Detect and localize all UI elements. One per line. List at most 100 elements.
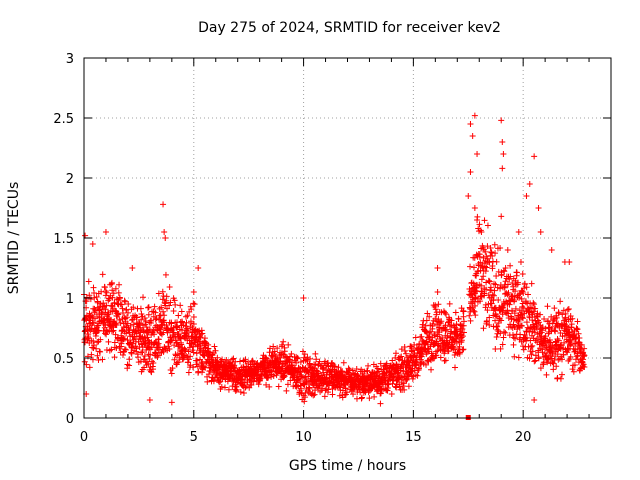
data-point [423, 361, 430, 368]
data-point [101, 284, 108, 291]
data-point [310, 392, 317, 399]
data-point [159, 296, 166, 303]
data-point [516, 291, 523, 298]
data-point [471, 308, 478, 315]
data-point [551, 327, 558, 334]
data-point [125, 309, 132, 316]
data-point [475, 262, 482, 269]
y-tick-label: 1 [66, 292, 74, 307]
data-point [581, 352, 588, 359]
data-point [366, 395, 373, 402]
data-point [285, 356, 292, 363]
data-point [544, 359, 551, 366]
y-tick-label: 1.5 [53, 232, 74, 247]
data-point [270, 373, 277, 380]
data-point [378, 375, 385, 382]
data-point [477, 259, 484, 266]
data-point [460, 307, 467, 314]
data-point [521, 331, 528, 338]
data-point [511, 297, 518, 304]
data-point [182, 347, 189, 354]
data-point [331, 363, 338, 370]
data-point [555, 337, 562, 344]
data-point [560, 351, 567, 358]
data-point [216, 379, 223, 386]
data-point [92, 332, 99, 339]
data-point [478, 282, 485, 289]
data-point [570, 368, 577, 375]
data-point [537, 229, 544, 235]
data-point [89, 241, 96, 247]
data-point [168, 370, 175, 377]
data-point [514, 326, 521, 333]
data-point [573, 334, 580, 341]
data-point [497, 330, 504, 337]
data-point [441, 357, 448, 364]
data-point [300, 295, 307, 301]
data-point [313, 367, 320, 374]
data-point [263, 381, 270, 388]
data-point [281, 373, 288, 380]
data-point [498, 271, 505, 278]
data-point [102, 306, 109, 313]
x-tick-label: 10 [295, 430, 312, 445]
data-point [301, 398, 308, 405]
data-point [489, 253, 496, 260]
data-point [196, 338, 203, 345]
data-point [437, 354, 444, 361]
data-point [499, 139, 506, 145]
data-point [471, 205, 478, 211]
data-point [160, 308, 167, 315]
data-point [580, 361, 587, 368]
data-point [500, 334, 507, 341]
data-point [542, 325, 549, 332]
data-point [184, 312, 191, 319]
data-point [108, 346, 115, 353]
data-point [481, 290, 488, 297]
data-point [116, 294, 123, 301]
data-point [580, 353, 587, 360]
data-point [329, 373, 336, 380]
data-point [505, 289, 512, 296]
data-point [427, 343, 434, 350]
data-point [185, 348, 192, 355]
data-point [230, 355, 237, 362]
data-point [151, 303, 158, 310]
data-point [90, 319, 97, 326]
data-point [492, 317, 499, 324]
data-point [145, 311, 152, 318]
data-point [197, 334, 204, 341]
data-point [197, 341, 204, 348]
y-tick-label: 3 [66, 52, 74, 67]
data-point [492, 250, 499, 257]
data-point [329, 391, 336, 398]
data-point [194, 363, 201, 370]
data-point [135, 354, 142, 361]
data-point [536, 319, 543, 326]
data-point [482, 301, 489, 308]
data-point [448, 317, 455, 324]
data-point [185, 369, 192, 376]
data-point [174, 323, 181, 330]
data-point [257, 375, 264, 382]
y-tick-label: 0 [66, 412, 74, 427]
data-point [529, 342, 536, 349]
data-point [190, 364, 197, 371]
data-point [460, 318, 467, 325]
data-point [501, 268, 508, 275]
data-point [555, 320, 562, 327]
data-point [522, 299, 529, 306]
data-point [493, 323, 500, 330]
data-point [581, 363, 588, 370]
data-point [171, 356, 178, 363]
data-point [166, 302, 173, 309]
data-point [520, 305, 527, 312]
data-point [170, 308, 177, 315]
tick-labels: 0 0.5 1 1.5 2 2.5 3 0 5 10 15 20 [53, 52, 531, 445]
data-point [166, 346, 173, 353]
data-point [275, 361, 282, 368]
data-point [340, 359, 347, 366]
data-point [467, 263, 474, 270]
data-point [428, 366, 435, 373]
data-point [415, 365, 422, 372]
